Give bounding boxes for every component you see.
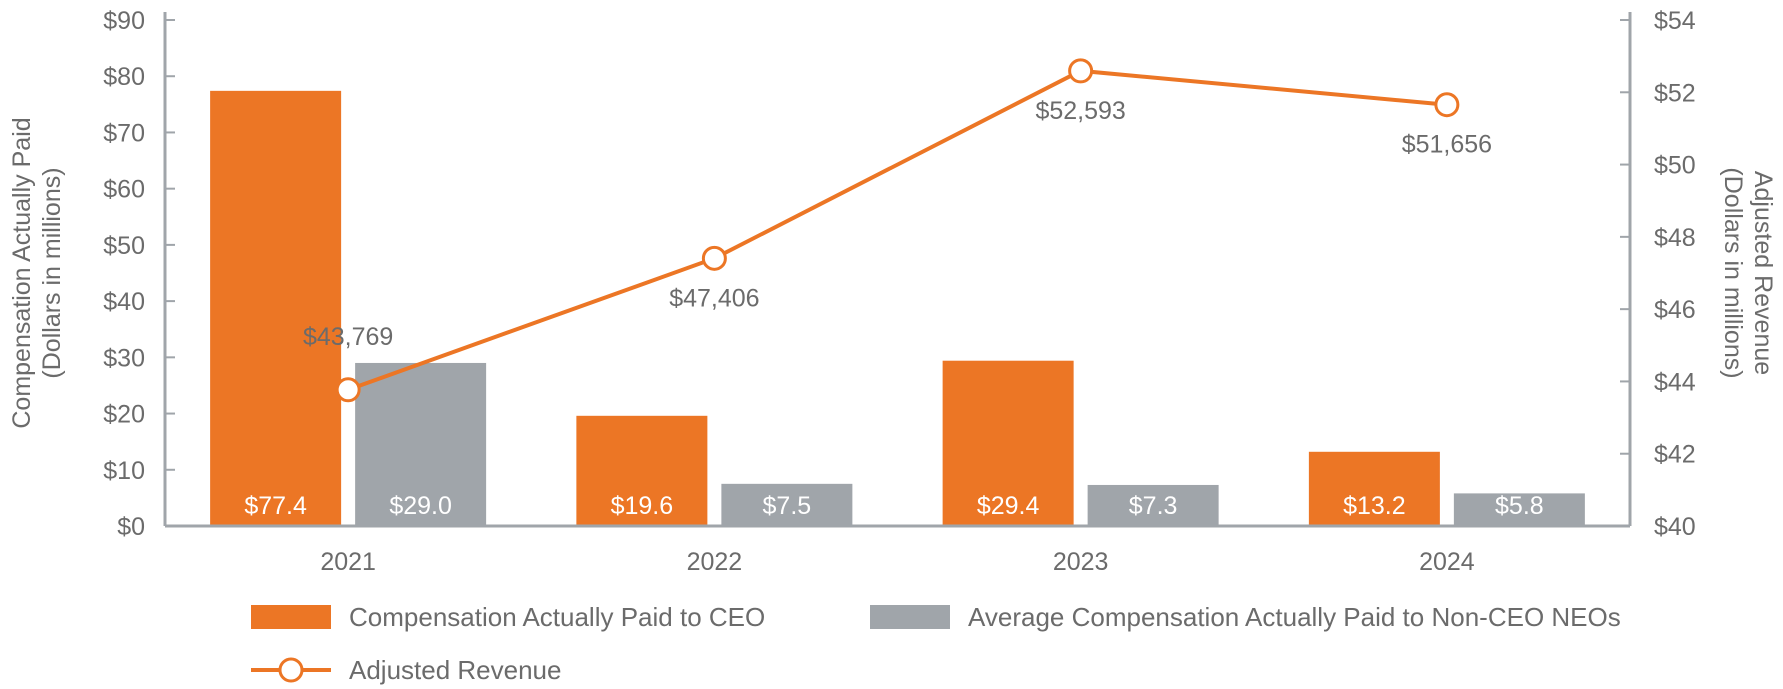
left-tick-label: $30 <box>103 344 145 372</box>
revenue-value-label: $43,769 <box>303 323 393 351</box>
revenue-line <box>347 68 1448 392</box>
right-tick-label: $52 <box>1654 79 1696 107</box>
neo-bar-value-label: $5.8 <box>1495 492 1544 520</box>
legend-swatch-ceo <box>251 605 331 629</box>
legend-swatch-neo <box>870 605 950 629</box>
left-tick-label: $60 <box>103 176 145 204</box>
left-tick-label: $20 <box>103 401 145 429</box>
neo-bar <box>1087 484 1219 526</box>
neo-bar <box>1453 493 1585 526</box>
ceo-bar <box>576 415 708 526</box>
right-tick-label: $54 <box>1654 7 1696 35</box>
ceo-bar <box>210 90 342 526</box>
revenue-value-label: $52,593 <box>1035 97 1125 125</box>
legend-label-neo: Average Compensation Actually Paid to No… <box>968 602 1621 632</box>
right-axis-title: Adjusted Revenue <box>1749 171 1777 375</box>
ceo-bar-value-label: $77.4 <box>244 492 307 520</box>
revenue-point <box>1434 92 1460 118</box>
left-tick-label: $80 <box>103 63 145 91</box>
revenue-point <box>335 377 361 403</box>
neo-bar-value-label: $29.0 <box>389 492 452 520</box>
ceo-bar <box>942 360 1074 526</box>
left-tick-label: $40 <box>103 288 145 316</box>
revenue-point <box>701 245 727 271</box>
neo-bar <box>355 362 487 526</box>
legend-marker-revenue <box>278 657 304 683</box>
legend-label-ceo: Compensation Actually Paid to CEO <box>349 602 765 632</box>
x-tick-label: 2023 <box>1053 548 1109 576</box>
ceo-bar <box>1308 451 1440 526</box>
ceo-bar-value-label: $19.6 <box>611 492 674 520</box>
left-tick-label: $10 <box>103 457 145 485</box>
x-tick-label: 2024 <box>1419 548 1475 576</box>
revenue-point <box>1068 58 1094 84</box>
left-tick-label: $70 <box>103 119 145 147</box>
left-tick-label: $90 <box>103 7 145 35</box>
right-tick-label: $46 <box>1654 296 1696 324</box>
neo-bar-value-label: $7.5 <box>763 492 812 520</box>
revenue-value-label: $51,656 <box>1402 131 1492 159</box>
ceo-bar-value-label: $29.4 <box>977 492 1040 520</box>
right-tick-label: $50 <box>1654 152 1696 180</box>
x-tick-label: 2022 <box>687 548 743 576</box>
ceo-bar-value-label: $13.2 <box>1343 492 1406 520</box>
left-axis-title: Compensation Actually Paid <box>8 117 36 428</box>
right-tick-label: $44 <box>1654 368 1696 396</box>
left-tick-label: $0 <box>117 513 145 541</box>
left-tick-label: $50 <box>103 232 145 260</box>
neo-bar <box>721 483 853 526</box>
revenue-value-label: $47,406 <box>669 284 759 312</box>
neo-bar-value-label: $7.3 <box>1129 492 1178 520</box>
right-tick-label: $40 <box>1654 513 1696 541</box>
right-axis-subtitle: (Dollars in millions) <box>1719 167 1747 378</box>
x-tick-label: 2021 <box>320 548 376 576</box>
right-tick-label: $42 <box>1654 441 1696 469</box>
legend-label-revenue: Adjusted Revenue <box>349 655 561 685</box>
left-axis-subtitle: (Dollars in millions) <box>38 167 66 378</box>
right-tick-label: $48 <box>1654 224 1696 252</box>
